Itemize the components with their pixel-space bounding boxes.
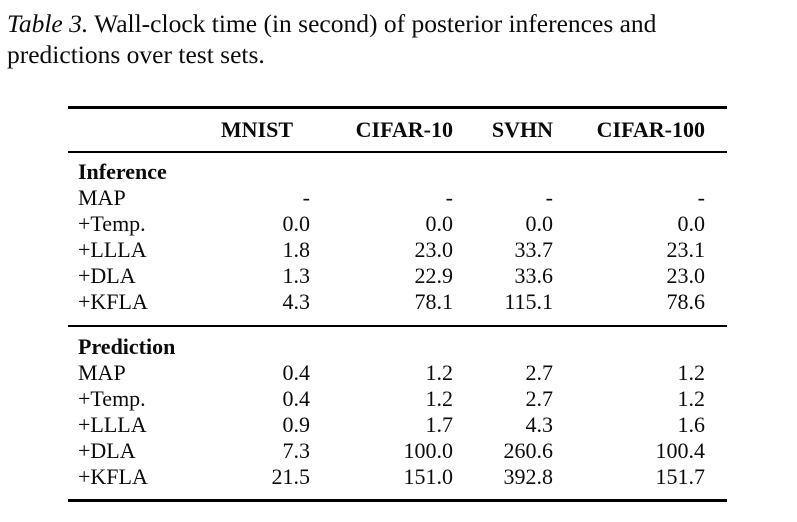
- table-cell: 1.8: [282, 237, 311, 262]
- header-empty: [68, 107, 218, 153]
- table-row: +DLA 7.3 100.0 260.6 100.4: [68, 438, 727, 464]
- table-cell: 23.0: [666, 263, 706, 288]
- caption-line-1: Table 3. Wall-clock time (in second) of …: [7, 8, 797, 39]
- table-cell: -: [302, 185, 310, 210]
- table-cell: 151.0: [403, 464, 454, 489]
- table-cell: 0.4: [282, 360, 311, 385]
- table-cell: 0.4: [282, 386, 311, 411]
- header-row: MNIST CIFAR-10 SVHN CIFAR-100: [68, 107, 727, 153]
- row-label: +KFLA: [78, 289, 148, 314]
- table-header: MNIST CIFAR-10 SVHN CIFAR-100: [68, 107, 727, 153]
- table-cell: 0.0: [425, 211, 454, 236]
- table-cell: 260.6: [503, 438, 554, 463]
- table-cell: 0.0: [677, 211, 706, 236]
- section-title-row: Prediction: [68, 326, 727, 360]
- table-row: MAP 0.4 1.2 2.7 1.2: [68, 360, 727, 386]
- table-row: +KFLA 4.3 78.1 115.1 78.6: [68, 289, 727, 326]
- table-cell: 22.9: [414, 263, 454, 288]
- table-cell: 4.3: [282, 289, 311, 314]
- prediction-section: Prediction MAP 0.4 1.2 2.7 1.2 +Temp. 0.…: [68, 326, 727, 501]
- wall-clock-time-table: MNIST CIFAR-10 SVHN CIFAR-100 Inference …: [68, 106, 727, 502]
- table-row: +Temp. 0.0 0.0 0.0 0.0: [68, 211, 727, 237]
- row-label: MAP: [78, 360, 126, 385]
- header-mnist: MNIST: [218, 107, 310, 153]
- table-cell: 23.1: [666, 237, 706, 262]
- table-cell: 0.0: [525, 211, 554, 236]
- section-title-row: Inference: [68, 152, 727, 185]
- table-cell: 2.7: [525, 360, 554, 385]
- table-caption: Table 3. Wall-clock time (in second) of …: [7, 8, 797, 70]
- table-cell: 1.3: [282, 263, 311, 288]
- table-cell: 1.6: [677, 412, 706, 437]
- table-row: +DLA 1.3 22.9 33.6 23.0: [68, 263, 727, 289]
- header-cifar10: CIFAR-10: [310, 107, 453, 153]
- row-label: +Temp.: [78, 386, 146, 411]
- table-row: +Temp. 0.4 1.2 2.7 1.2: [68, 386, 727, 412]
- table-cell: 151.7: [655, 464, 706, 489]
- table-row: MAP - - - -: [68, 185, 727, 211]
- table-cell: 33.7: [514, 237, 554, 262]
- header-svhn: SVHN: [453, 107, 553, 153]
- table-cell: 1.2: [425, 386, 454, 411]
- table-cell: 1.7: [425, 412, 454, 437]
- table-cell: 23.0: [414, 237, 454, 262]
- table-cell: -: [545, 185, 553, 210]
- row-label: +KFLA: [78, 464, 148, 489]
- table-row: +LLLA 0.9 1.7 4.3 1.6: [68, 412, 727, 438]
- row-label: +LLLA: [78, 237, 147, 262]
- table-cell: 78.6: [666, 289, 706, 314]
- table-cell: 1.2: [677, 386, 706, 411]
- row-label: MAP: [78, 185, 126, 210]
- table-cell: -: [445, 185, 453, 210]
- table-cell: -: [697, 185, 705, 210]
- table-cell: 115.1: [504, 289, 553, 314]
- caption-table-number: Table 3.: [7, 9, 89, 38]
- table-cell: 0.9: [282, 412, 311, 437]
- row-label: +DLA: [78, 263, 136, 288]
- table-row: +LLLA 1.8 23.0 33.7 23.1: [68, 237, 727, 263]
- row-label: +LLLA: [78, 412, 147, 437]
- table-cell: 1.2: [677, 360, 706, 385]
- section-title-prediction: Prediction: [78, 334, 176, 359]
- row-label: +Temp.: [78, 211, 146, 236]
- header-cifar100: CIFAR-100: [553, 107, 727, 153]
- caption-text: Wall-clock time (in second) of posterior…: [88, 9, 657, 38]
- table-cell: 1.2: [425, 360, 454, 385]
- inference-section: Inference MAP - - - - +Temp. 0.0 0.0 0.0…: [68, 152, 727, 326]
- table-cell: 7.3: [282, 438, 311, 463]
- table-cell: 100.4: [655, 438, 706, 463]
- table-cell: 78.1: [414, 289, 454, 314]
- table-cell: 2.7: [525, 386, 554, 411]
- table-cell: 0.0: [282, 211, 311, 236]
- caption-line-2: predictions over test sets.: [7, 40, 265, 69]
- table-cell: 4.3: [525, 412, 554, 437]
- table-cell: 100.0: [403, 438, 454, 463]
- table-row: +KFLA 21.5 151.0 392.8 151.7: [68, 464, 727, 501]
- row-label: +DLA: [78, 438, 136, 463]
- table-cell: 21.5: [271, 464, 311, 489]
- table-cell: 392.8: [503, 464, 554, 489]
- table-cell: 33.6: [514, 263, 554, 288]
- section-title-inference: Inference: [78, 159, 167, 184]
